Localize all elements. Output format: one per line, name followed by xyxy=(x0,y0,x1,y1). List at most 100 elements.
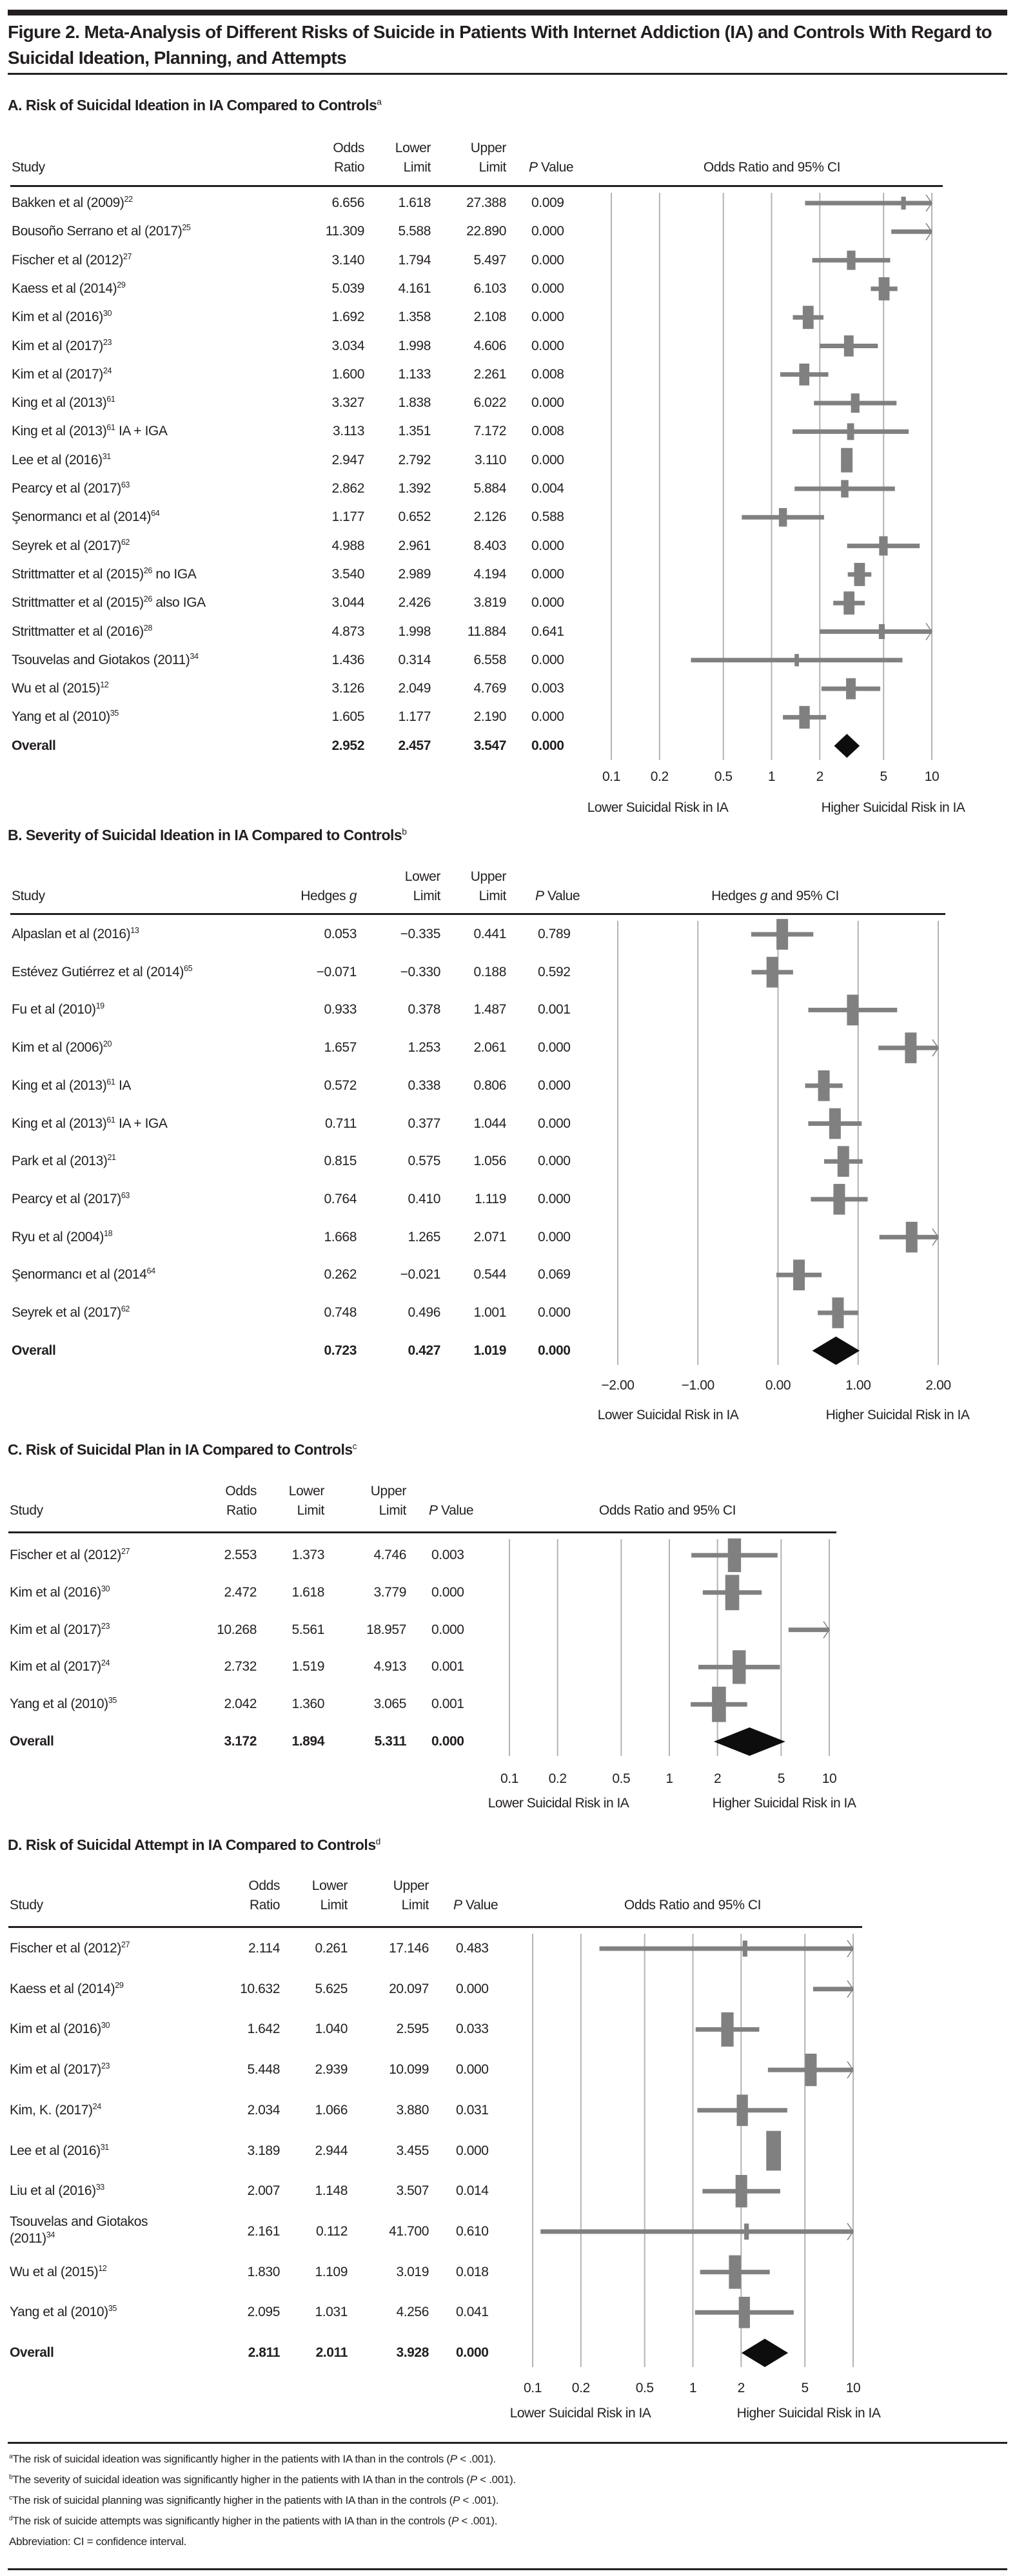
upper-limit-value: 3.065 xyxy=(373,1696,406,1712)
study-row-label: Kim et al (2017)24 xyxy=(10,1658,110,1675)
column-header-lower-limit: Lower Limit xyxy=(288,1484,325,1518)
ci-overflow-arrow xyxy=(932,1228,939,1246)
column-header-upper-limit: Upper Limit xyxy=(370,1484,407,1518)
lower-limit-value: 0.496 xyxy=(408,1305,440,1320)
upper-limit-value: 1.056 xyxy=(473,1154,506,1169)
p-value: 0.000 xyxy=(456,2143,489,2158)
point-estimate-marker xyxy=(776,919,789,950)
point-estimate-marker xyxy=(738,2296,750,2328)
p-value: 0.008 xyxy=(531,424,564,439)
footnote-marker: d xyxy=(375,1836,381,1847)
point-estimate-marker xyxy=(712,1686,726,1722)
tick-label: −1.00 xyxy=(681,1377,715,1393)
study-row-label: King et al (2013)61 xyxy=(12,395,115,411)
footnotes: aThe risk of suicidal ideation was signi… xyxy=(9,2449,516,2552)
upper-limit-value: 1.487 xyxy=(473,1002,506,1018)
lower-limit-value: 2.457 xyxy=(398,738,431,753)
point-estimate-marker xyxy=(729,2255,742,2289)
point-estimate-marker xyxy=(879,536,888,556)
upper-limit-value: 5.311 xyxy=(374,1734,407,1749)
p-value: 0.610 xyxy=(456,2223,489,2239)
lower-limit-value: 2.792 xyxy=(398,452,431,467)
p-value: 0.031 xyxy=(456,2102,489,2118)
estimate-value: 0.815 xyxy=(324,1154,357,1169)
point-estimate-marker xyxy=(799,705,810,729)
column-header-estimate: Odds Ratio xyxy=(225,1484,257,1518)
lower-limit-value: 5.588 xyxy=(398,224,431,239)
study-row-label: King et al (2013)61 IA xyxy=(12,1077,131,1093)
estimate-value: 2.811 xyxy=(248,2345,281,2360)
p-value: 0.000 xyxy=(531,566,564,582)
study-row-label: Wu et al (2015)12 xyxy=(10,2263,107,2279)
point-estimate-marker xyxy=(878,624,885,640)
study-row-label: Kim, K. (2017)24 xyxy=(10,2101,101,2118)
study-row-label: Kim et al (2006)20 xyxy=(12,1039,112,1056)
axis-label-higher-risk: Higher Suicidal Risk in IA xyxy=(736,2406,881,2421)
panel-heading-a: A. Risk of Suicidal Ideation in IA Compa… xyxy=(8,97,382,114)
estimate-value: 0.711 xyxy=(325,1116,357,1131)
lower-limit-value: 1.373 xyxy=(291,1548,324,1562)
column-header-lower-limit: Lower Limit xyxy=(404,869,441,903)
p-value: 0.000 xyxy=(531,709,564,725)
study-row-label: Wu et al (2015)12 xyxy=(12,680,109,696)
lower-limit-value: 0.261 xyxy=(315,1941,348,1956)
upper-limit-value: 4.194 xyxy=(473,566,506,582)
footnote-a: aThe risk of suicidal ideation was signi… xyxy=(9,2453,496,2465)
estimate-value: 2.095 xyxy=(247,2305,280,2320)
upper-limit-value: 2.261 xyxy=(473,366,506,382)
study-row-label: Kim et al (2017)24 xyxy=(12,366,112,382)
overall-row-label: Overall xyxy=(12,738,56,753)
estimate-value: 1.668 xyxy=(324,1229,357,1244)
study-row-label: Şenormancı et al (201464 xyxy=(12,1266,155,1283)
upper-limit-value: 0.441 xyxy=(473,927,506,941)
estimate-value: 10.268 xyxy=(217,1622,257,1637)
study-row-label: Park et al (2013)21 xyxy=(12,1153,116,1169)
lower-limit-value: 0.427 xyxy=(408,1342,440,1358)
point-estimate-marker xyxy=(843,335,854,357)
lower-limit-value: 5.625 xyxy=(315,1981,348,1996)
point-estimate-marker xyxy=(847,994,859,1026)
column-header-study: Study xyxy=(10,1898,43,1912)
tick-label: 1.00 xyxy=(845,1377,871,1393)
lower-limit-value: 2.011 xyxy=(315,2345,348,2360)
lower-limit-value: 2.049 xyxy=(398,681,431,696)
estimate-value: 1.830 xyxy=(247,2264,280,2279)
summary-diamond xyxy=(713,1727,785,1756)
tick-label: 2 xyxy=(737,2381,745,2395)
estimate-value: 3.113 xyxy=(333,424,364,439)
p-value: 0.000 xyxy=(538,1154,571,1169)
ci-overflow-arrow xyxy=(925,194,932,212)
estimate-value: 5.039 xyxy=(331,280,364,296)
upper-limit-value: 3.110 xyxy=(475,452,506,467)
p-value: 0.014 xyxy=(456,2183,489,2199)
estimate-value: 0.764 xyxy=(324,1191,357,1206)
lower-limit-value: −0.330 xyxy=(400,964,441,979)
p-value: 0.000 xyxy=(431,1622,464,1637)
point-estimate-marker xyxy=(854,562,865,586)
study-row-label: Seyrek et al (2017)62 xyxy=(12,537,130,553)
lower-limit-value: 1.360 xyxy=(291,1696,324,1712)
lower-limit-value: 1.109 xyxy=(315,2264,348,2279)
study-row-label: Kim et al (2017)23 xyxy=(10,2061,110,2078)
p-value: 0.000 xyxy=(538,1077,571,1093)
upper-limit-value: 4.769 xyxy=(473,681,506,696)
upper-limit-value: 0.544 xyxy=(473,1267,506,1283)
upper-limit-value: 1.044 xyxy=(473,1116,506,1131)
ci-overflow-arrow xyxy=(847,2223,854,2241)
estimate-value: 1.692 xyxy=(331,310,364,325)
tick-label: −2.00 xyxy=(601,1377,635,1393)
lower-limit-value: 5.561 xyxy=(291,1622,324,1637)
study-row-label: Alpaslan et al (2016)13 xyxy=(12,926,139,941)
estimate-value: 2.952 xyxy=(331,738,364,753)
study-row-label: Fu et al (2010)19 xyxy=(12,1001,104,1018)
p-value: 0.003 xyxy=(431,1548,464,1562)
study-row-label: Estévez Gutiérrez et al (2014)65 xyxy=(12,963,193,979)
panel-title: D. Risk of Suicidal Attempt in IA Compar… xyxy=(8,1836,376,1853)
upper-limit-value: 2.108 xyxy=(473,310,506,325)
upper-limit-value: 3.928 xyxy=(396,2345,429,2360)
point-estimate-marker xyxy=(833,1184,845,1215)
upper-limit-value: 3.507 xyxy=(396,2183,429,2199)
footnote-d: dThe risk of suicide attempts was signif… xyxy=(9,2515,498,2527)
lower-limit-value: −0.335 xyxy=(400,927,441,941)
tick-label: 1 xyxy=(767,769,776,784)
